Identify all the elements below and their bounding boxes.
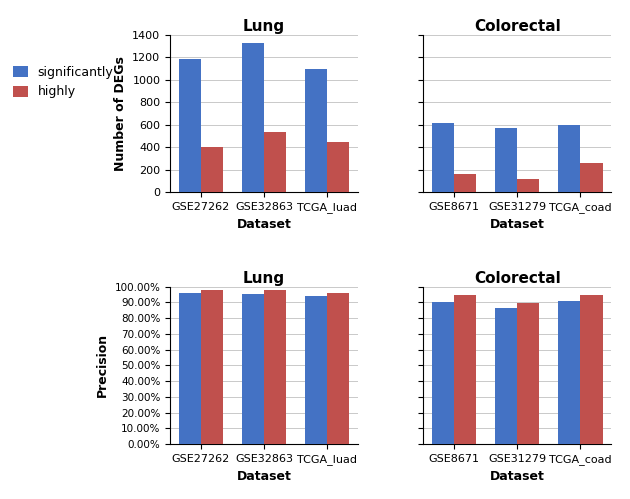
X-axis label: Dataset: Dataset [236,219,291,232]
Bar [454,295,476,444]
Bar [454,174,476,192]
Bar [580,163,602,192]
Y-axis label: Precision: Precision [96,333,109,398]
Bar [179,58,201,192]
Title: Colorectal: Colorectal [474,270,561,285]
Bar [242,43,264,192]
Bar [327,142,349,192]
Title: Lung: Lung [243,270,285,285]
Bar [201,290,223,444]
Bar [517,303,539,444]
Y-axis label: Number of DEGs: Number of DEGs [113,56,127,171]
Bar [305,69,327,192]
Bar [558,301,580,444]
Legend: significantly, highly: significantly, highly [13,66,113,98]
X-axis label: Dataset: Dataset [490,219,545,232]
Bar [305,296,327,444]
Title: Lung: Lung [243,19,285,34]
Bar [495,308,517,444]
X-axis label: Dataset: Dataset [490,470,545,484]
Bar [517,179,539,192]
Bar [201,147,223,192]
Bar [580,295,602,444]
Bar [264,132,286,192]
Bar [264,290,286,444]
Bar [495,128,517,192]
Bar [432,123,454,192]
Bar [179,293,201,444]
Title: Colorectal: Colorectal [474,19,561,34]
Bar [242,294,264,444]
Bar [558,125,580,192]
X-axis label: Dataset: Dataset [236,470,291,484]
Bar [327,293,349,444]
Bar [432,302,454,444]
